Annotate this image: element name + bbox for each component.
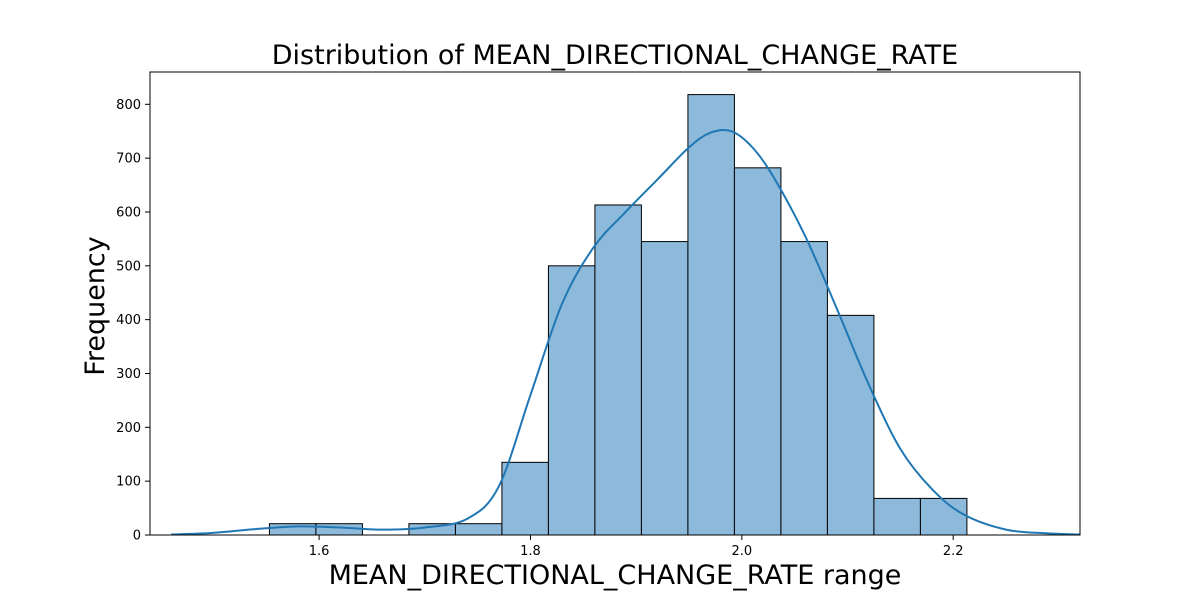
x-tick-label: 1.6 <box>309 544 330 559</box>
x-tick-label: 1.8 <box>520 544 541 559</box>
histogram-bar <box>454 523 503 536</box>
y-tick-label: 200 <box>116 421 141 436</box>
histogram-bar <box>501 461 549 536</box>
histogram-bar <box>826 314 875 536</box>
histogram-bar <box>640 241 689 536</box>
kde-line <box>171 128 1081 536</box>
x-axis: 1.6 1.8 2.0 2.2 <box>309 535 964 559</box>
plot-frame <box>149 71 1081 536</box>
plot-area <box>171 94 1081 536</box>
histogram-bar <box>594 204 642 536</box>
y-tick-label: 600 <box>116 205 141 220</box>
y-tick-label: 300 <box>116 367 141 382</box>
histogram-bar <box>687 94 735 536</box>
histogram-bar <box>268 523 317 536</box>
histogram-bar <box>547 265 596 536</box>
y-axis: 0 100 200 300 400 500 600 700 800 <box>116 98 150 544</box>
y-axis-label: Frequency <box>80 236 111 376</box>
y-tick-label: 500 <box>116 259 141 274</box>
histogram-bar <box>873 497 921 536</box>
x-tick-label: 2.2 <box>943 544 964 559</box>
y-tick-label: 400 <box>116 313 141 328</box>
histogram-bar <box>780 241 828 536</box>
y-tick-label: 700 <box>116 152 141 167</box>
y-tick-label: 100 <box>116 475 141 490</box>
y-tick-label: 800 <box>116 98 141 113</box>
chart-title: Distribution of MEAN_DIRECTIONAL_CHANGE_… <box>272 40 958 71</box>
x-tick-label: 2.0 <box>731 544 752 559</box>
histogram-bar <box>733 167 782 536</box>
x-axis-label: MEAN_DIRECTIONAL_CHANGE_RATE range <box>329 560 902 591</box>
histogram-bar <box>315 523 363 536</box>
histogram-bar <box>919 497 968 536</box>
y-tick-label: 0 <box>133 529 141 544</box>
